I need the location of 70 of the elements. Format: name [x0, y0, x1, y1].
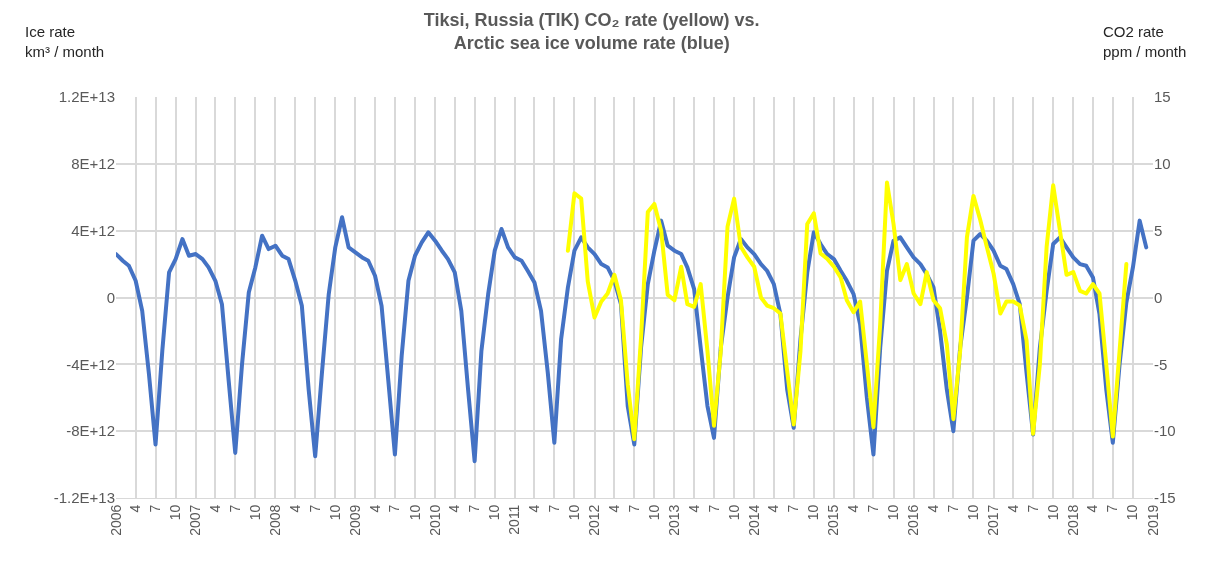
x-tick-label: 2019: [1144, 504, 1161, 536]
y-tick-label: -8E+12: [66, 422, 115, 440]
x-tick-label: 7: [306, 504, 323, 513]
x-tick-label: 4: [286, 504, 303, 513]
x-tick-label: 2010: [426, 504, 443, 536]
x-tick-label: 2008: [266, 504, 283, 536]
x-tick-label: 7: [226, 504, 243, 513]
x-tick-label: 7: [386, 504, 403, 513]
chart-title: Tiksi, Russia (TIK) CO₂ rate (yellow) vs. Arctic sea ice volume rate (blue): [423, 9, 760, 54]
x-tick-label: 10: [885, 504, 902, 521]
x-tick-label: 7: [1104, 504, 1121, 513]
y-tick-label: 0: [106, 288, 115, 306]
x-tick-label: 7: [864, 504, 881, 513]
x-tick-label: 2015: [825, 504, 842, 536]
y-tick-label: 8E+12: [71, 155, 115, 173]
y-tick-label: -4E+12: [66, 355, 115, 373]
x-tick-label: 4: [366, 504, 383, 513]
x-tick-label: 2012: [586, 504, 603, 536]
x-tick-label: 4: [127, 504, 144, 513]
y2-tick-label: -5: [1154, 355, 1168, 373]
x-tick-label: 4: [1004, 504, 1021, 513]
x-tick-label: 4: [526, 504, 543, 513]
x-tick-label: 2006: [107, 504, 124, 536]
x-tick-label: 7: [785, 504, 802, 513]
y-axis-title: Ice rate km³ / month: [25, 23, 105, 60]
x-tick-label: 10: [1124, 504, 1141, 521]
x-tick-label: 7: [625, 504, 642, 513]
x-tick-label: 7: [147, 504, 164, 513]
x-tick-label: 7: [944, 504, 961, 513]
x-tick-label: 10: [1044, 504, 1061, 521]
y2-tick-label: 15: [1154, 88, 1171, 106]
y2-tick-label: 10: [1154, 155, 1171, 173]
x-tick-label: 10: [246, 504, 263, 521]
x-tick-label: 2016: [905, 504, 922, 536]
x-tick-label: 10: [486, 504, 503, 521]
x-tick-label: 2013: [666, 504, 683, 536]
x-tick-label: 2017: [985, 504, 1002, 536]
y2-axis-title: CO2 rate ppm / month: [1103, 23, 1187, 60]
x-tick-label: 7: [466, 504, 483, 513]
x-tick-label: 2018: [1064, 504, 1081, 536]
x-tick-label: 10: [725, 504, 742, 521]
y2-tick-label: -10: [1154, 422, 1176, 440]
x-tick-label: 7: [1024, 504, 1041, 513]
x-tick-label: 10: [805, 504, 822, 521]
x-tick-label: 4: [206, 504, 223, 513]
x-tick-label: 10: [167, 504, 184, 521]
x-tick-label: 10: [565, 504, 582, 521]
x-tick-label: 10: [326, 504, 343, 521]
line-series: [565, 180, 1129, 442]
y2-tick-label: 0: [1154, 288, 1163, 306]
y-tick-label: 4E+12: [71, 221, 115, 239]
x-tick-label: 10: [645, 504, 662, 521]
x-tick-label: 2011: [506, 504, 523, 535]
x-tick-label: 2009: [346, 504, 363, 536]
x-tick-label: 4: [765, 504, 782, 513]
x-tick-label: 2007: [187, 504, 204, 536]
x-tick-label: 4: [1084, 504, 1101, 513]
y2-tick-label: 5: [1154, 221, 1163, 239]
x-tick-label: 4: [685, 504, 702, 513]
x-tick-label: 4: [605, 504, 622, 513]
x-tick-label: 4: [446, 504, 463, 513]
x-tick-label: 10: [406, 504, 423, 521]
x-tick-label: 7: [545, 504, 562, 513]
x-tick-label: 4: [845, 504, 862, 513]
y-tick-label: 1.2E+13: [58, 88, 115, 106]
x-tick-label: 2014: [745, 504, 762, 536]
x-tick-label: 7: [705, 504, 722, 513]
x-tick-label: 4: [925, 504, 942, 513]
x-tick-label: 10: [965, 504, 982, 521]
y-tick-label: -1.2E+13: [53, 489, 115, 507]
